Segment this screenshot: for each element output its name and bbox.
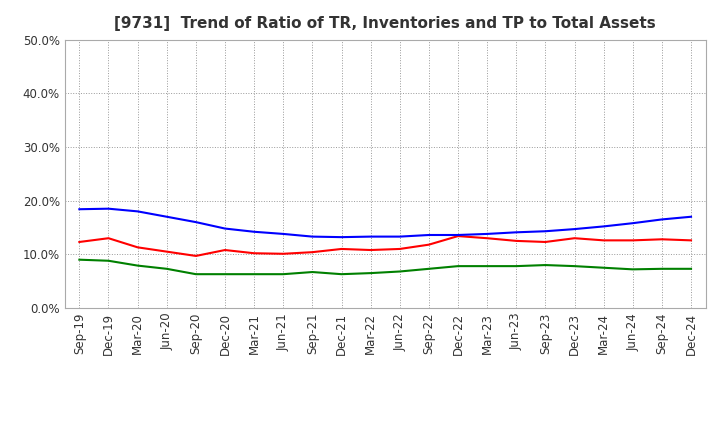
- Trade Payables: [163, 266, 171, 271]
- Trade Receivables: [337, 246, 346, 252]
- Trade Payables: [192, 271, 200, 277]
- Trade Receivables: [570, 235, 579, 241]
- Inventories: [279, 231, 287, 237]
- Trade Payables: [308, 269, 317, 275]
- Trade Payables: [337, 271, 346, 277]
- Trade Receivables: [133, 245, 142, 250]
- Trade Receivables: [687, 238, 696, 243]
- Inventories: [657, 217, 666, 222]
- Trade Receivables: [454, 234, 462, 239]
- Trade Receivables: [512, 238, 521, 244]
- Inventories: [133, 209, 142, 214]
- Trade Receivables: [250, 251, 258, 256]
- Inventories: [512, 230, 521, 235]
- Trade Payables: [599, 265, 608, 270]
- Trade Receivables: [163, 249, 171, 254]
- Trade Receivables: [104, 235, 113, 241]
- Trade Receivables: [657, 237, 666, 242]
- Trade Receivables: [541, 239, 550, 245]
- Inventories: [366, 234, 375, 239]
- Trade Payables: [250, 271, 258, 277]
- Line: Trade Payables: Trade Payables: [79, 260, 691, 274]
- Trade Receivables: [279, 251, 287, 257]
- Line: Inventories: Inventories: [79, 209, 691, 237]
- Trade Payables: [657, 266, 666, 271]
- Trade Receivables: [366, 247, 375, 253]
- Trade Payables: [133, 263, 142, 268]
- Trade Receivables: [308, 249, 317, 255]
- Trade Receivables: [395, 246, 404, 252]
- Trade Payables: [75, 257, 84, 262]
- Inventories: [541, 229, 550, 234]
- Inventories: [192, 220, 200, 225]
- Trade Receivables: [220, 247, 229, 253]
- Line: Trade Receivables: Trade Receivables: [79, 236, 691, 256]
- Trade Receivables: [483, 235, 492, 241]
- Trade Payables: [220, 271, 229, 277]
- Trade Receivables: [75, 239, 84, 245]
- Trade Receivables: [599, 238, 608, 243]
- Trade Payables: [629, 267, 637, 272]
- Trade Payables: [366, 271, 375, 276]
- Title: [9731]  Trend of Ratio of TR, Inventories and TP to Total Assets: [9731] Trend of Ratio of TR, Inventories…: [114, 16, 656, 32]
- Trade Payables: [570, 264, 579, 269]
- Inventories: [337, 235, 346, 240]
- Inventories: [425, 232, 433, 238]
- Inventories: [104, 206, 113, 211]
- Inventories: [454, 232, 462, 238]
- Inventories: [629, 220, 637, 226]
- Trade Payables: [512, 264, 521, 269]
- Inventories: [687, 214, 696, 220]
- Inventories: [483, 231, 492, 237]
- Inventories: [220, 226, 229, 231]
- Trade Payables: [279, 271, 287, 277]
- Inventories: [163, 214, 171, 220]
- Inventories: [250, 229, 258, 235]
- Trade Receivables: [629, 238, 637, 243]
- Inventories: [570, 227, 579, 232]
- Trade Payables: [104, 258, 113, 264]
- Trade Payables: [454, 264, 462, 269]
- Trade Payables: [395, 269, 404, 274]
- Trade Payables: [541, 262, 550, 268]
- Inventories: [599, 224, 608, 229]
- Inventories: [308, 234, 317, 239]
- Trade Payables: [687, 266, 696, 271]
- Inventories: [75, 207, 84, 212]
- Trade Payables: [425, 266, 433, 271]
- Trade Payables: [483, 264, 492, 269]
- Inventories: [395, 234, 404, 239]
- Trade Receivables: [425, 242, 433, 247]
- Trade Receivables: [192, 253, 200, 259]
